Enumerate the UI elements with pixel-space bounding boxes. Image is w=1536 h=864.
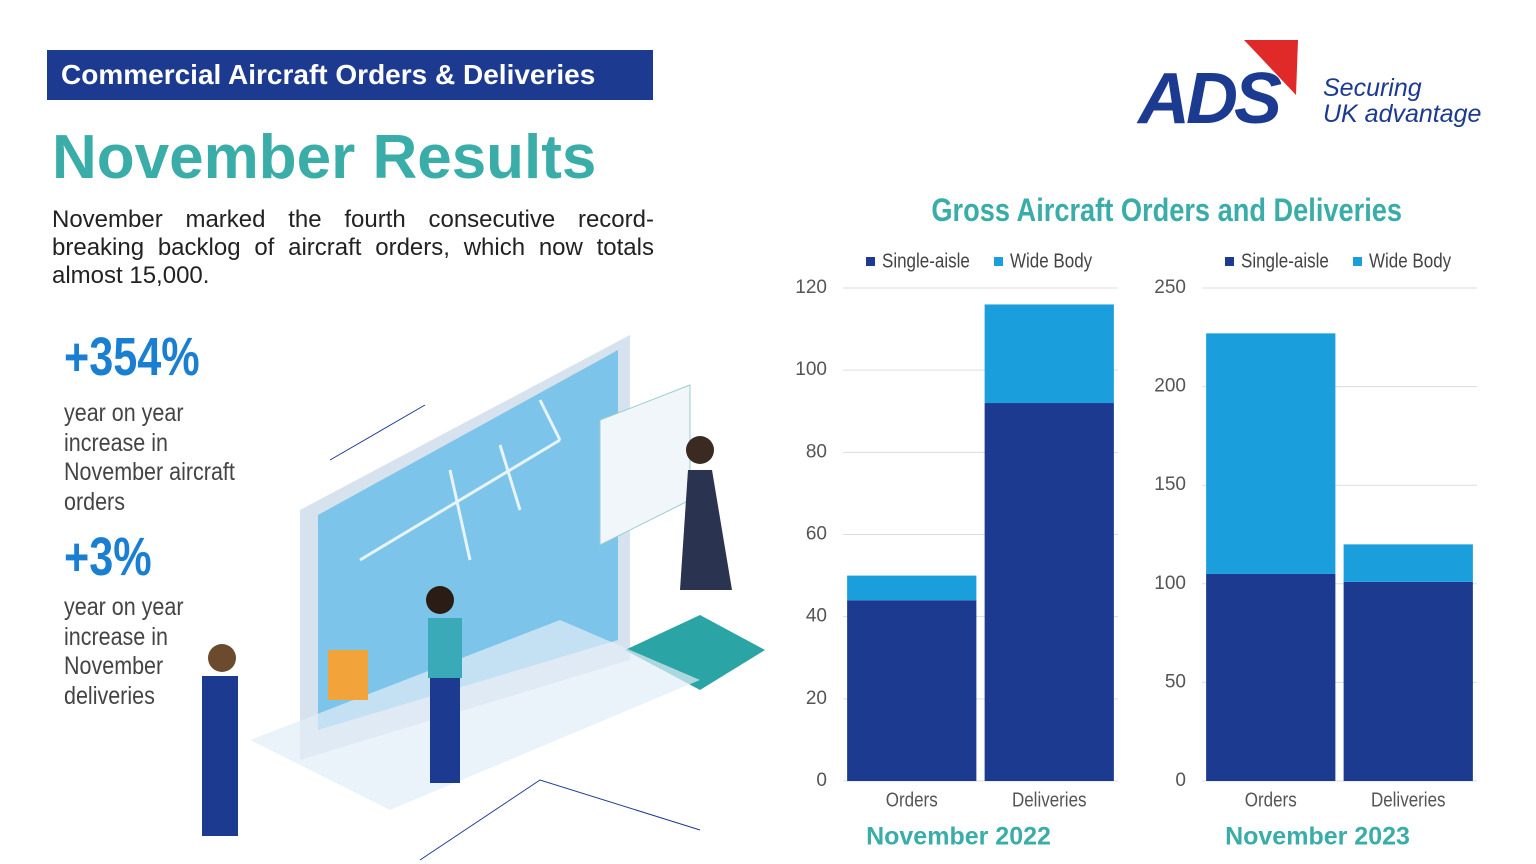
x-tick-label: Deliveries	[1012, 788, 1087, 811]
bar-segment	[1343, 544, 1473, 582]
y-tick-label: 60	[806, 524, 827, 545]
floor	[250, 620, 700, 810]
person	[680, 470, 732, 590]
person	[202, 676, 238, 836]
bar-segment	[984, 304, 1114, 404]
legend-label: Wide Body	[1369, 249, 1452, 272]
y-tick-label: 50	[1165, 671, 1186, 692]
bar-segment	[847, 575, 977, 601]
bar-segment	[1206, 573, 1336, 781]
y-tick-label: 120	[795, 277, 827, 298]
y-tick-label: 80	[806, 441, 827, 462]
legend-label: Single-aisle	[1241, 249, 1329, 272]
person	[686, 436, 714, 464]
y-tick-label: 100	[795, 359, 827, 380]
stat-text: year on year increase in November delive…	[64, 593, 184, 710]
y-tick-label: 200	[1154, 376, 1186, 397]
legend-swatch	[1225, 257, 1234, 266]
decor-line	[329, 404, 701, 861]
legend-swatch	[866, 257, 875, 266]
bar-segment	[984, 403, 1114, 781]
banner: Commercial Aircraft Orders & Deliveries	[47, 50, 653, 100]
x-axis-label: November 2022	[866, 823, 1051, 851]
illustration	[202, 335, 765, 861]
logo: ADS	[1138, 59, 1282, 139]
x-tick-label: Orders	[1245, 788, 1297, 811]
charts-title: Gross Aircraft Orders and Deliveries	[931, 192, 1403, 228]
stat-text: year on year increase in November aircra…	[64, 399, 235, 516]
plane-sketch	[359, 399, 562, 562]
intro-text: November marked the fourth consecutive r…	[52, 206, 654, 289]
page-title: November Results	[52, 123, 597, 192]
bar-segment	[1206, 333, 1336, 574]
y-tick-label: 40	[806, 606, 827, 627]
logo-tagline: UK advantage	[1323, 100, 1482, 128]
person	[208, 644, 236, 672]
legend-label: Single-aisle	[882, 249, 970, 272]
y-tick-label: 250	[1154, 277, 1186, 298]
x-axis-label: November 2023	[1225, 823, 1410, 851]
y-tick-label: 100	[1154, 573, 1186, 594]
y-tick-label: 20	[806, 688, 827, 709]
logo-tagline: Securing	[1323, 74, 1422, 102]
x-tick-label: Deliveries	[1371, 788, 1446, 811]
bar-segment	[1343, 581, 1473, 781]
y-tick-label: 0	[816, 770, 827, 791]
legend-swatch	[994, 257, 1003, 266]
x-tick-label: Orders	[886, 788, 938, 811]
logo-swoosh	[1244, 40, 1298, 95]
stat-value: +3%	[64, 527, 152, 587]
y-tick-label: 0	[1175, 770, 1186, 791]
person	[430, 678, 460, 783]
stat-value: +354%	[64, 327, 200, 387]
legend-label: Wide Body	[1010, 249, 1093, 272]
chart-card	[328, 650, 368, 700]
person	[428, 618, 462, 678]
platform	[625, 615, 765, 690]
y-tick-label: 150	[1154, 474, 1186, 495]
person	[426, 586, 454, 614]
bar-segment	[847, 600, 977, 781]
legend-swatch	[1353, 257, 1362, 266]
